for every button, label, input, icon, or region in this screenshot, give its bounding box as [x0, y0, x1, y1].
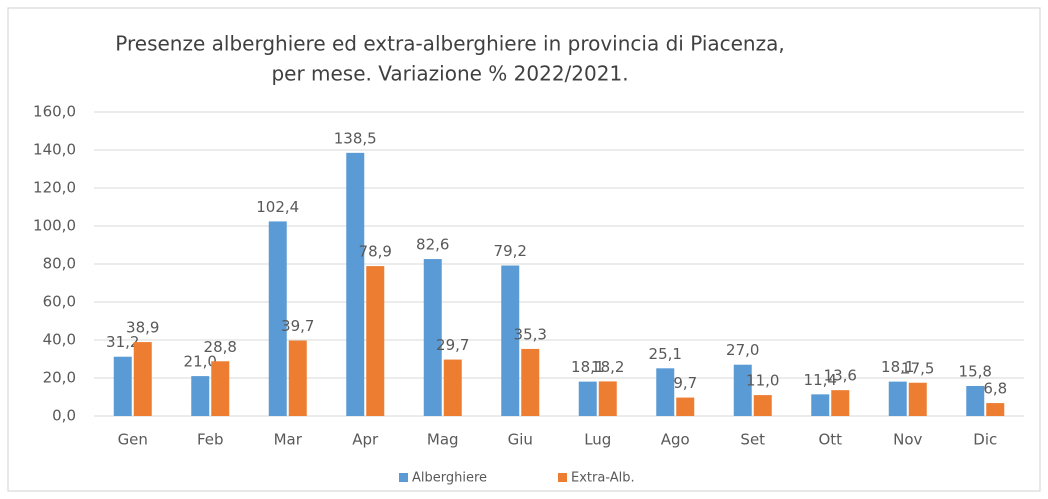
- bar: [346, 152, 365, 416]
- bar: [908, 382, 927, 416]
- y-tick-label: 100,0: [33, 217, 76, 235]
- legend-swatch: [558, 473, 567, 482]
- x-tick-label: Feb: [197, 431, 224, 449]
- value-label: 27,0: [726, 341, 759, 359]
- x-tick-label: Ott: [818, 431, 842, 449]
- y-tick-label: 20,0: [43, 369, 76, 387]
- value-label: 9,7: [673, 374, 697, 392]
- bar: [676, 397, 695, 416]
- y-tick-label: 140,0: [33, 141, 76, 159]
- value-label: 39,7: [281, 317, 314, 335]
- bar: [288, 340, 307, 416]
- bar: [656, 368, 675, 416]
- bar: [133, 342, 152, 416]
- bar: [598, 381, 617, 416]
- bar: [521, 348, 540, 416]
- bar: [366, 266, 385, 416]
- legend-label: Alberghiere: [412, 471, 487, 486]
- y-tick-label: 60,0: [43, 293, 76, 311]
- value-label: 13,6: [824, 367, 857, 385]
- value-label: 18,2: [591, 358, 624, 376]
- value-label: 38,9: [126, 319, 159, 337]
- value-label: 102,4: [256, 198, 299, 216]
- value-label: 29,7: [436, 336, 469, 354]
- y-tick-label: 0,0: [52, 407, 76, 425]
- bar: [191, 376, 210, 416]
- value-label: 21,0: [184, 353, 217, 371]
- bar: [211, 361, 230, 416]
- y-tick-label: 160,0: [33, 103, 76, 121]
- bar: [423, 259, 442, 416]
- x-tick-label: Nov: [893, 431, 922, 449]
- x-tick-label: Set: [740, 431, 765, 449]
- value-label: 35,3: [514, 325, 547, 343]
- bar: [501, 265, 520, 416]
- bar: [753, 395, 772, 416]
- chart-title: per mese. Variazione % 2022/2021.: [271, 62, 628, 86]
- x-tick-label: Ago: [661, 431, 690, 449]
- bar: [578, 381, 597, 416]
- x-tick-label: Mag: [427, 431, 459, 449]
- value-label: 17,5: [901, 359, 934, 377]
- legend-swatch: [399, 473, 408, 482]
- chart-title: Presenze alberghiere ed extra-alberghier…: [115, 32, 784, 56]
- value-label: 79,2: [494, 242, 527, 260]
- value-label: 28,8: [204, 338, 237, 356]
- value-label: 31,2: [106, 333, 139, 351]
- bar: [443, 359, 462, 416]
- x-tick-label: Giu: [508, 431, 533, 449]
- x-tick-label: Gen: [118, 431, 148, 449]
- value-label: 11,4: [804, 371, 837, 389]
- legend-label: Extra-Alb.: [571, 471, 635, 486]
- x-tick-label: Mar: [274, 431, 303, 449]
- value-label: 138,5: [334, 129, 377, 147]
- bar: [733, 364, 752, 416]
- value-label: 78,9: [359, 243, 392, 261]
- value-label: 18,1: [571, 358, 604, 376]
- value-label: 82,6: [416, 236, 449, 254]
- value-label: 25,1: [649, 345, 682, 363]
- x-tick-label: Apr: [352, 431, 379, 449]
- value-label: 15,8: [959, 362, 992, 380]
- value-label: 18,1: [881, 358, 914, 376]
- value-label: 6,8: [983, 380, 1007, 398]
- y-tick-label: 80,0: [43, 255, 76, 273]
- x-tick-label: Lug: [584, 431, 611, 449]
- bar: [888, 381, 907, 416]
- bar: [268, 221, 287, 416]
- value-label: 11,0: [746, 372, 779, 390]
- bar: [986, 403, 1005, 416]
- bar: [113, 356, 132, 416]
- bar: [811, 394, 830, 416]
- bar: [831, 390, 850, 416]
- x-tick-label: Dic: [973, 431, 997, 449]
- y-tick-label: 120,0: [33, 179, 76, 197]
- bar: [966, 385, 985, 416]
- y-tick-label: 40,0: [43, 331, 76, 349]
